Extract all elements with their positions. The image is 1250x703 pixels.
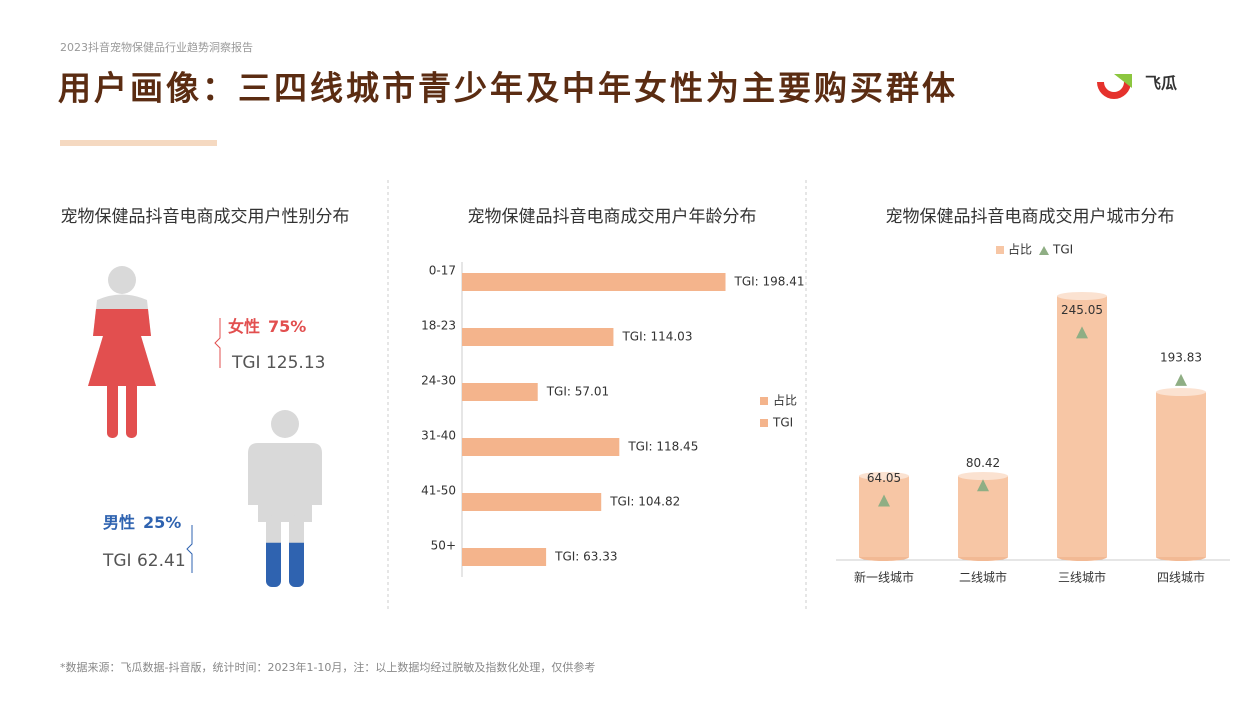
legend-label: TGI [1052, 243, 1073, 257]
category-label: 18-23 [421, 319, 456, 333]
chart-title: 宠物保健品抖音电商成交用户城市分布 [886, 207, 1175, 227]
value-label: TGI: 104.82 [609, 495, 680, 509]
category-label: 二线城市 [959, 570, 1007, 585]
category-label: 50+ [431, 539, 456, 553]
bar [462, 273, 726, 291]
bar [462, 493, 602, 511]
category-label: 24-30 [421, 374, 456, 388]
chart-title: 宠物保健品抖音电商成交用户年龄分布 [468, 207, 757, 227]
tgi-marker [1076, 326, 1088, 339]
bar [462, 438, 620, 456]
legend-swatch [760, 419, 768, 427]
legend-label: 占比 [773, 393, 797, 408]
cylinder-top [958, 472, 1008, 480]
value-label: 80.42 [966, 456, 1000, 470]
value-label: 245.05 [1061, 303, 1103, 317]
logo: 飞瓜 [1097, 74, 1177, 99]
share-label: 女性 75% [228, 317, 306, 336]
legend-swatch [996, 246, 1004, 254]
value-label: TGI: 114.03 [621, 330, 692, 344]
legend-label: 占比 [1008, 242, 1032, 257]
category: 女性 [228, 317, 260, 336]
bar [462, 548, 547, 566]
slide-title: 用户画像：三四线城市青少年及中年女性为主要购买群体 [58, 69, 958, 108]
chart-title: 宠物保健品抖音电商成交用户性别分布 [61, 207, 350, 227]
category-label: 新一线城市 [854, 570, 914, 585]
bar [462, 328, 614, 346]
value-label: 193.83 [1160, 350, 1202, 364]
footnote: *数据来源：飞瓜数据-抖音版，统计时间：2023年1-10月，注：以上数据均经过… [60, 660, 595, 674]
category-label: 0-17 [429, 264, 456, 278]
category: 男性 [103, 513, 135, 532]
tgi-marker [1175, 373, 1187, 386]
bracket [214, 318, 221, 368]
report-name: 2023抖音宠物保健品行业趋势洞察报告 [60, 40, 253, 54]
bar [462, 383, 538, 401]
value-label: 64.05 [867, 471, 901, 485]
category-label: 41-50 [421, 484, 456, 498]
cylinder-top [1057, 292, 1107, 300]
tgi-marker [878, 494, 890, 507]
cylinder-top [859, 472, 909, 480]
value-label: TGI: 63.33 [554, 550, 617, 564]
value-label: TGI: 57.01 [546, 385, 609, 399]
tgi-marker [977, 479, 989, 492]
legend-swatch [1039, 246, 1049, 255]
value-label: TGI: 118.45 [627, 440, 698, 454]
tgi-label: TGI 62.41 [102, 551, 186, 571]
tgi-label: TGI 125.13 [231, 353, 325, 373]
category-label: 四线城市 [1157, 570, 1205, 585]
share-label: 男性 25% [103, 513, 181, 532]
value-label: TGI: 198.41 [734, 275, 805, 289]
cylinder [859, 476, 909, 557]
legend-label: TGI [772, 416, 793, 430]
category-label: 三线城市 [1058, 570, 1106, 585]
title-underline [60, 140, 217, 146]
figure-base [248, 410, 322, 587]
cylinder [1156, 392, 1206, 557]
value-label: 75% [268, 317, 306, 336]
logo-text: 飞瓜 [1145, 74, 1177, 93]
category-label: 31-40 [421, 429, 456, 443]
bracket [186, 525, 193, 573]
cylinder-top [1156, 388, 1206, 396]
legend-swatch [760, 397, 768, 405]
cylinder [1057, 296, 1107, 557]
value-label: 25% [143, 513, 181, 532]
